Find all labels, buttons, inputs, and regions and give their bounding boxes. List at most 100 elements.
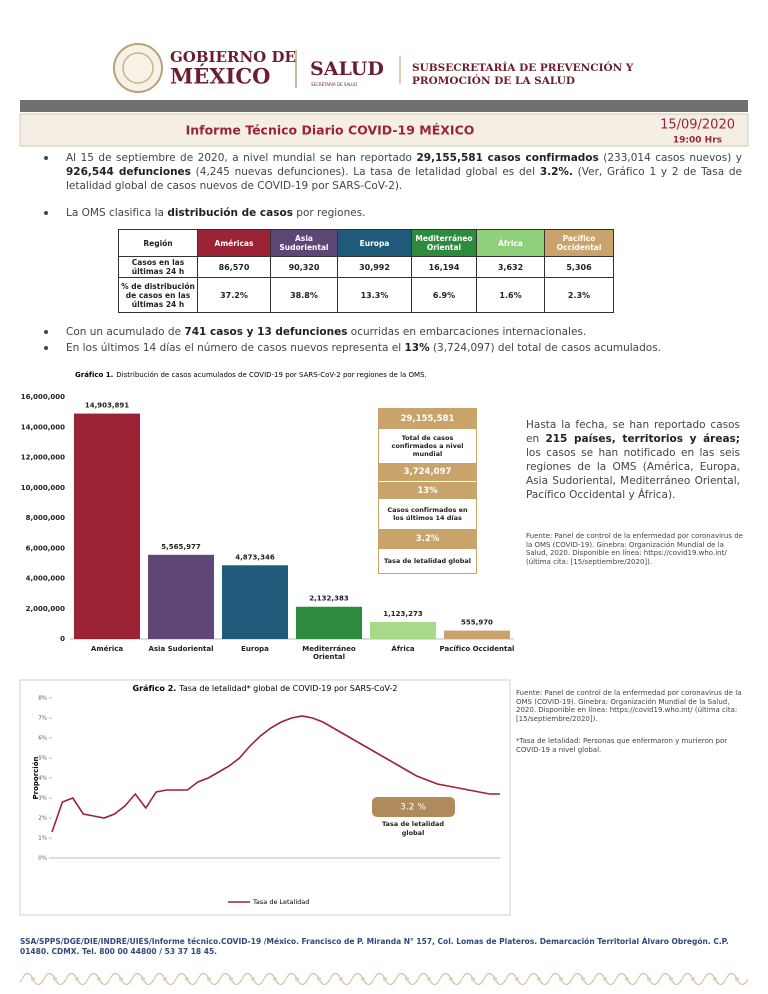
table-cell: % de distribución de casos en las última…	[118, 277, 198, 313]
table-cell: 13.3%	[337, 277, 412, 313]
value-label: 2,132,383	[309, 595, 349, 603]
chart2: Gráfico 2. Tasa de letalidad* global de C…	[32, 684, 500, 906]
report-time: 19:00 Hrs	[673, 136, 722, 146]
table-cell: 16,194	[411, 256, 477, 278]
y-tick-label: 3%	[38, 796, 47, 802]
x-tick-label: África	[391, 645, 415, 653]
summary-total: 29,155,581	[379, 409, 476, 429]
source-2: Fuente: Panel de control de la enfermeda…	[516, 689, 742, 723]
value-label: 555,970	[461, 619, 493, 627]
table-row: Casos en las últimas 24 h 86,570 90,320 30,…	[118, 256, 614, 278]
y-tick-label: 7%	[38, 716, 47, 722]
table-cell: 5,306	[544, 256, 614, 278]
y-tick-label: 6,000,000	[26, 544, 66, 552]
value-label: 14,903,891	[85, 402, 129, 410]
y-axis-label: Proporción	[32, 756, 40, 799]
footer-ornament	[20, 965, 748, 989]
bar	[74, 413, 140, 639]
y-tick-label: 0%	[38, 856, 47, 862]
text: (233,014 casos nuevos) y	[598, 152, 742, 164]
bullet-text: Con un acumulado de 741 casos y 13 defun…	[66, 325, 742, 339]
y-tick-label: 10,000,000	[21, 484, 65, 492]
table-cell: 86,570	[197, 256, 271, 278]
side-text: Hasta la fecha, se han reportado casos e…	[526, 418, 740, 502]
bullet-dot	[44, 211, 48, 215]
text: Al 15 de septiembre de 2020, a nivel mun…	[66, 152, 417, 164]
bold-text: distribución de casos	[167, 207, 293, 219]
text: (3,724,097) del total de casos acumulado…	[429, 342, 662, 354]
summary-recent-pct: 13%	[379, 481, 476, 499]
y-tick-label: 16,000,000	[21, 393, 65, 401]
y-tick-label: 14,000,000	[21, 423, 65, 431]
footer: SSA/SPPS/DGE/DIE/INDRE/UIES/Informe técn…	[20, 937, 729, 956]
chart1: Gráfico 1. Distribución de casos acumulad…	[21, 371, 514, 643]
text: (4,245 nuevas defunciones). La tasa de l…	[190, 166, 540, 178]
y-tick-label: 0	[60, 635, 65, 643]
bullet-dot	[44, 330, 48, 334]
bold-text: 926,544 defunciones	[66, 166, 191, 178]
table-header-cell: África	[476, 229, 545, 257]
summary-recent: 3,724,097	[379, 463, 476, 481]
text: los casos se han notificado en las seis …	[526, 447, 740, 501]
subsecretaria-line1: SUBSECRETARÍA DE PREVENCIÓN Y	[412, 60, 634, 74]
table-header-cell: Europa	[337, 229, 412, 257]
bar	[296, 606, 362, 639]
x-tick-label: Mediterráneo Oriental	[302, 645, 356, 661]
chart-title: Gráfico 1. Distribución de casos acumulad…	[75, 371, 427, 379]
bullet-dot	[44, 156, 48, 160]
bold-text: 3.2%.	[539, 166, 573, 178]
table-row: % de distribución de casos en las última…	[118, 277, 614, 313]
table-header-cell: Asia Sudoriental	[270, 229, 338, 257]
table-cell: 38.8%	[270, 277, 338, 313]
table-cell: 37.2%	[197, 277, 271, 313]
text: En los últimos 14 días el número de caso…	[66, 342, 405, 354]
source-1: Fuente: Panel de control de la enfermeda…	[526, 532, 743, 566]
chart-title-label: Gráfico 2.	[133, 684, 177, 693]
x-tick-label: América	[90, 645, 124, 653]
y-tick-label: 5%	[38, 756, 47, 762]
bar	[444, 630, 510, 639]
bullet-text: La OMS clasifica la distribución de caso…	[66, 206, 742, 220]
text: Hasta la fecha, se han reportado casos e…	[526, 419, 740, 445]
gov-line2: MÉXICO	[170, 64, 270, 89]
title-band	[19, 113, 749, 147]
line-series	[51, 715, 500, 833]
y-tick-label: 4,000,000	[26, 575, 66, 583]
bold-text: 29,155,581 casos confirmados	[416, 152, 599, 164]
report-date: 15/09/2020	[660, 118, 735, 133]
y-tick-label: 6%	[38, 736, 47, 742]
summary-lethality: 3.2%	[379, 529, 476, 549]
y-tick-label: 1%	[38, 836, 47, 842]
chart-title: Gráfico 2. Tasa de letalidad* global de C…	[133, 684, 398, 693]
text: ocurridas en embarcaciones internacional…	[347, 326, 587, 338]
x-tick-label: Asia Sudoriental	[148, 645, 214, 653]
bullet-dot	[44, 346, 48, 350]
table-cell: 2.3%	[544, 277, 614, 313]
y-tick-label: 2%	[38, 816, 47, 822]
bullet-text: Al 15 de septiembre de 2020, a nivel mun…	[66, 151, 742, 193]
x-tick-label: Europa	[241, 645, 269, 653]
text: La OMS clasifica la	[66, 207, 168, 219]
x-tick-label: Pacífico Occidental	[439, 645, 515, 653]
value-label: 1,123,273	[383, 610, 423, 618]
table-cell: 90,320	[270, 256, 338, 278]
summary-recent-label: Casos confirmados en los últimos 14 días	[379, 499, 476, 529]
header-bar	[20, 100, 748, 112]
chart-title-label: Gráfico 1.	[75, 371, 113, 379]
table-cell: Casos en las últimas 24 h	[118, 256, 198, 278]
table-header-cell: Región	[118, 229, 198, 257]
table-cell: 1.6%	[476, 277, 545, 313]
summary-box: 29,155,581 Total de casos confirmados a …	[378, 408, 477, 574]
table-header-row: Región Américas Asia Sudoriental Europa Medi…	[118, 229, 614, 257]
value-label: 5,565,977	[161, 543, 201, 551]
note-2: *Tasa de letalidad: Personas que enferma…	[516, 737, 728, 754]
chart-title-text: Distribución de casos acumulados de COVI…	[116, 371, 426, 379]
table-cell: 3,632	[476, 256, 545, 278]
bold-text: 215 países, territorios y áreas;	[545, 433, 741, 445]
text: Con un acumulado de	[66, 326, 185, 338]
y-tick-label: 8,000,000	[26, 514, 66, 522]
legend-label: Tasa de Letalidad	[252, 898, 309, 906]
emblem	[113, 43, 163, 93]
